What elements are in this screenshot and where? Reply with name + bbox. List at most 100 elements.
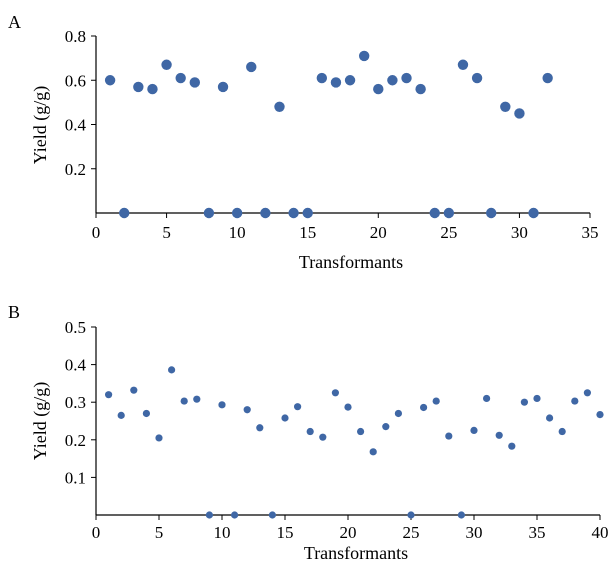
panel-a-data-point bbox=[302, 207, 313, 219]
panel-b-data-point bbox=[558, 427, 566, 436]
panel-b-data-point bbox=[294, 403, 302, 411]
panel-a-x-tick-label: 35 bbox=[582, 223, 599, 242]
panel-a-x-tick-label: 10 bbox=[229, 223, 246, 242]
panel-a-y-tick-label: 0.6 bbox=[65, 71, 86, 90]
panel-b-data-point bbox=[583, 389, 592, 397]
panel-a-data-point bbox=[471, 72, 483, 84]
panel-a-y-tick-label: 0.2 bbox=[65, 160, 86, 179]
panel-b-data-point bbox=[117, 411, 125, 419]
panel-b-y-tick-label: 0.5 bbox=[65, 318, 86, 337]
panel-a-data-point bbox=[217, 81, 229, 93]
panel-a-y-tick-label: 0.8 bbox=[65, 27, 86, 46]
panel-a-chart: A 0.2 0.4 0.6 0.8 0 5 10 15 20 25 30 35 Transformants… bbox=[8, 12, 599, 272]
panel-b-data-point bbox=[508, 442, 516, 450]
panel-b-data-point bbox=[407, 511, 415, 519]
panel-a-data-point bbox=[358, 50, 370, 62]
panel-a-data-point bbox=[231, 207, 243, 219]
panel-b-data-point bbox=[571, 397, 579, 405]
panel-a-data-point bbox=[373, 83, 384, 95]
panel-a-data-point bbox=[387, 75, 398, 86]
panel-b-data-point bbox=[432, 397, 440, 405]
panel-b-x-tick-label: 15 bbox=[277, 523, 294, 542]
panel-a-data-point bbox=[486, 207, 497, 219]
panel-a-data-point bbox=[316, 72, 328, 84]
panel-a-data-point bbox=[514, 108, 525, 119]
panel-a-data-point bbox=[542, 72, 553, 84]
panel-b-data-point bbox=[130, 386, 138, 394]
panel-a-data-point bbox=[119, 207, 130, 219]
panel-b-data-point bbox=[520, 398, 529, 406]
panel-a-data-point bbox=[330, 77, 342, 88]
panel-b-data-point bbox=[155, 434, 163, 442]
panel-b-data-point bbox=[420, 403, 428, 412]
panel-a-data-point bbox=[429, 207, 440, 219]
panel-b-data-point bbox=[470, 426, 478, 434]
panel-a-data-point bbox=[415, 83, 426, 95]
panel-b-data-point bbox=[256, 424, 264, 432]
panel-b-data-point bbox=[142, 409, 150, 418]
panel-a-data-point bbox=[246, 61, 257, 73]
panel-b-y-tick-label: 0.4 bbox=[65, 356, 87, 375]
panel-b-data-point bbox=[268, 511, 276, 519]
panel-a-data-point bbox=[175, 72, 186, 84]
panel-a-data-point bbox=[189, 77, 200, 88]
panel-b-x-tick-label: 25 bbox=[403, 523, 420, 542]
panel-b-data-point bbox=[457, 511, 465, 519]
panel-a-data-point bbox=[344, 75, 356, 86]
panel-a-data-point bbox=[161, 59, 172, 70]
panel-b-x-tick-label: 40 bbox=[592, 523, 609, 542]
panel-a-y-tick-label: 0.4 bbox=[65, 116, 87, 135]
panel-b-y-axis-label: Yield (g/g) bbox=[30, 382, 51, 461]
panel-b-label: B bbox=[8, 302, 20, 322]
panel-b-data-point bbox=[533, 394, 541, 403]
panel-b-data-point bbox=[382, 423, 390, 431]
panel-b-data-point bbox=[193, 395, 201, 403]
panel-b-data-point bbox=[394, 409, 402, 418]
panel-b-x-tick-label: 30 bbox=[466, 523, 483, 542]
panel-a-label: A bbox=[8, 12, 21, 32]
panel-b-data-point bbox=[180, 397, 188, 405]
panel-a-data-point bbox=[260, 207, 271, 219]
panel-b-data-point bbox=[168, 366, 176, 374]
panel-a-data-point bbox=[457, 59, 469, 70]
panel-a-x-tick-label: 5 bbox=[162, 223, 171, 242]
panel-b-x-axis-label: Transformants bbox=[304, 543, 408, 563]
panel-b-data-point bbox=[331, 389, 339, 397]
panel-a-x-tick-label: 20 bbox=[370, 223, 387, 242]
panel-a-data-point bbox=[274, 101, 285, 113]
panel-b-x-tick-label: 10 bbox=[214, 523, 231, 542]
panel-a-x-tick-label: 0 bbox=[92, 223, 101, 242]
panel-a-x-tick-label: 30 bbox=[511, 223, 528, 242]
panel-a-data-point bbox=[288, 207, 299, 219]
panel-b-y-tick-label: 0.1 bbox=[65, 468, 86, 487]
panel-a-data-point bbox=[104, 75, 116, 86]
panel-b-y-tick-label: 0.2 bbox=[65, 431, 86, 450]
panel-a-data-point bbox=[500, 101, 511, 113]
panel-b-data-point bbox=[546, 414, 554, 422]
panel-b-data-point bbox=[344, 403, 352, 411]
panel-b-y-tick-label: 0.3 bbox=[65, 393, 86, 412]
panel-a-data-point bbox=[203, 207, 215, 219]
panel-b-data-point bbox=[596, 411, 604, 419]
panel-b-x-tick-label: 35 bbox=[529, 523, 546, 542]
panel-b-data-point bbox=[105, 391, 113, 399]
panel-b-data-point bbox=[357, 427, 365, 436]
panel-a-x-tick-label: 25 bbox=[440, 223, 457, 242]
panel-b-data-point bbox=[243, 406, 251, 414]
panel-b-data-point bbox=[495, 431, 503, 439]
panel-b-data-point bbox=[306, 427, 314, 436]
panel-a-data-point bbox=[528, 207, 539, 219]
panel-a-x-axis-label: Transformants bbox=[299, 252, 403, 272]
panel-b-data-point bbox=[319, 433, 327, 441]
panel-b-data-point bbox=[445, 432, 453, 440]
panel-a-data-point bbox=[147, 83, 158, 95]
panel-b-x-tick-label: 5 bbox=[155, 523, 164, 542]
panel-b-data-point bbox=[205, 511, 213, 519]
panel-a-data-point bbox=[133, 81, 144, 93]
panel-a-x-tick-label: 15 bbox=[299, 223, 316, 242]
panel-b-x-tick-label: 0 bbox=[92, 523, 101, 542]
panel-b-data-point bbox=[483, 394, 491, 403]
panel-b-x-tick-label: 20 bbox=[340, 523, 357, 542]
panel-b-data-point bbox=[218, 401, 226, 409]
